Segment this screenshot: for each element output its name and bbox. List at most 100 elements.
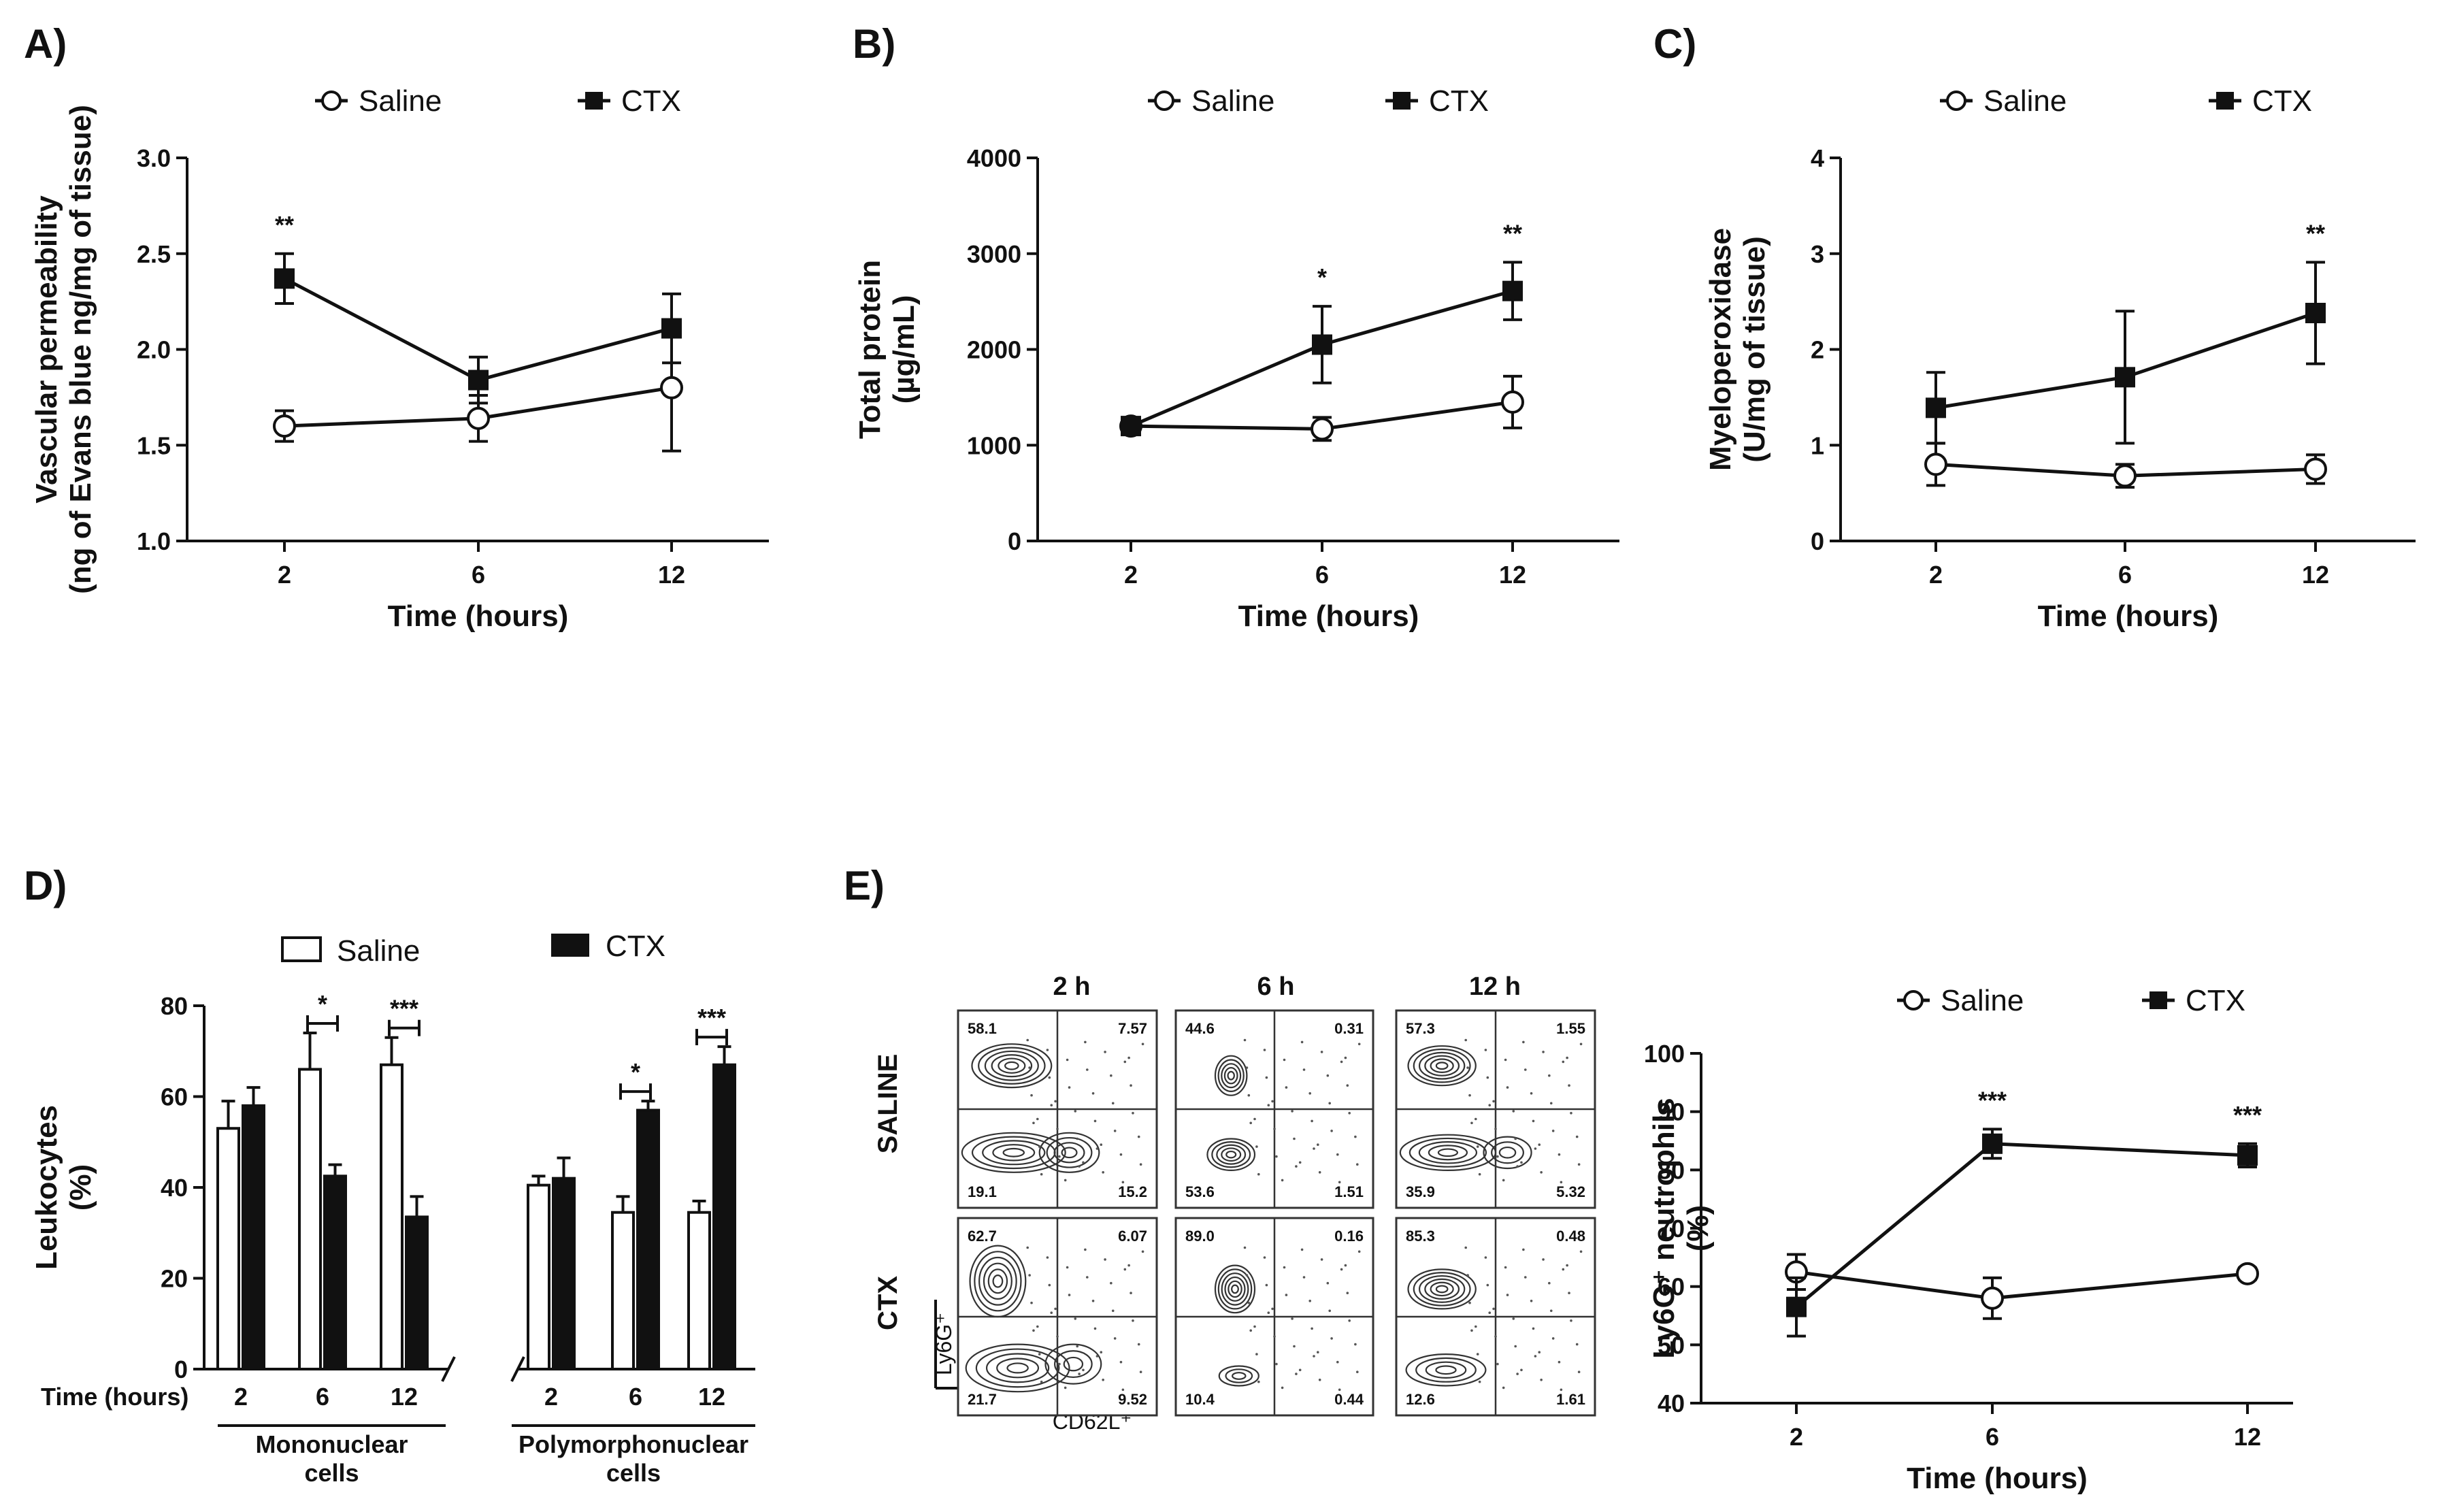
event-dot [1354,1343,1357,1346]
event-dot [1476,1145,1479,1148]
panel-label-c: C) [1653,21,1696,67]
event-dot [1534,1355,1537,1358]
contour-line [1221,1063,1242,1089]
event-dot [1494,1128,1497,1130]
contour-line [985,1353,1050,1383]
quadrant-value-ll: 10.4 [1185,1391,1215,1408]
y-tick-label: 90 [1658,1098,1685,1126]
event-dot [1091,1092,1095,1095]
contour-line [1435,1365,1457,1375]
bar-saline [611,1211,635,1371]
flow-col-6h: 6 h [1257,972,1295,1001]
event-dot [1470,1329,1473,1332]
contour-line [1413,1272,1471,1306]
data-point [2237,1145,2258,1166]
event-dot [1091,1300,1095,1302]
event-dot [1130,1292,1132,1294]
bar-saline [687,1211,711,1371]
event-dot [1570,1112,1572,1115]
event-dot [1257,1380,1260,1383]
x-axis-title: Time (hours) [2038,599,2219,633]
event-dot [1040,1380,1043,1383]
y-tick-label: 2 [1811,336,1824,364]
chart-B: 0 1000 2000 3000 4000 2 6 12 Time (hours) Total p… [853,84,1619,633]
y-tick-label: 4 [1811,144,1824,172]
series-saline [1119,374,1524,442]
legend-ctx-marker [2216,92,2234,110]
event-dot [1308,1300,1311,1302]
y-tick-label: 100 [1644,1040,1685,1068]
event-dot [1048,1076,1051,1079]
x-tick-label: 12 [698,1383,725,1411]
event-dot [1054,1100,1057,1103]
event-dot [1326,1281,1330,1285]
event-dot [1344,1056,1347,1059]
event-dot [1132,1319,1134,1322]
y-tick-label: 1.0 [137,527,171,555]
contour-line [978,1047,1046,1085]
event-dot [1271,1307,1274,1311]
y-tick-label: 60 [161,1083,188,1111]
event-dot [1263,1049,1266,1051]
y-tick-label: 2000 [967,336,1021,364]
contour-line [1214,1055,1248,1096]
event-dot [1030,1301,1033,1304]
contour-line [1430,1281,1454,1297]
event-dot [1050,1311,1053,1314]
event-dot [1514,1345,1517,1348]
x-axis-title: Time (hours) [1238,599,1419,633]
x-tick-label: 12 [2234,1423,2261,1451]
legend-saline-marker [1154,91,1174,111]
event-dot [1558,1153,1561,1156]
contour-line [1483,1136,1532,1170]
event-dot [1579,1042,1583,1046]
contour-line [1415,1357,1477,1383]
legend-ctx-label: CTX [606,930,665,963]
contour-line [1004,1061,1019,1070]
quadrant-value-lr: 5.32 [1556,1183,1585,1200]
y-axis-title: Vascular permeability [30,195,63,504]
significance-marker: *** [2233,1101,2262,1129]
contour-plot: 85.3 0.48 12.6 1.61 [1395,1217,1596,1417]
event-dot [1326,1074,1330,1077]
legend-ctx-marker [1393,92,1411,110]
legend-saline-marker [1946,91,1966,111]
event-dot [1119,1360,1123,1364]
event-dot [1036,1325,1039,1328]
group-label: cells [606,1459,661,1487]
data-point [273,414,296,438]
x-tick-label: 2 [1124,561,1138,589]
contour-line [974,1251,1022,1312]
flow-col-12h: 12 h [1469,972,1521,1001]
event-dot [1102,1171,1104,1174]
y-axis-title: Myeloperoxidase [1704,228,1737,471]
event-dot [1494,1335,1497,1338]
event-dot [1074,1110,1077,1113]
event-dot [1348,1319,1351,1322]
event-dot [1084,1248,1087,1251]
event-dot [1540,1171,1543,1174]
quadrant-value-ll: 35.9 [1406,1183,1435,1200]
contour-plot: 57.3 1.55 35.9 5.32 [1395,1009,1596,1209]
event-dot [1524,1068,1527,1071]
y-axis-title: (U/mg of tissue) [1738,236,1771,462]
bar-saline [380,1063,403,1371]
event-dot [1028,1066,1031,1069]
contour-line [1225,1368,1253,1383]
event-dot [1568,1084,1570,1087]
event-dot [1328,1309,1331,1313]
event-dot [1100,1143,1103,1146]
event-dot [1285,1294,1288,1296]
event-dot [1068,1086,1071,1089]
quadrant-value-ll: 21.7 [968,1391,997,1408]
event-dot [1311,1119,1313,1123]
event-dot [1560,1181,1563,1184]
event-dot [1551,1337,1555,1340]
group-label: Polymorphonuclear [518,1430,748,1458]
event-dot [1575,1135,1579,1138]
contour-line [1231,1284,1239,1294]
event-dot [1139,1370,1142,1373]
event-dot [1110,1074,1113,1077]
x-tick-label: 6 [2118,561,2132,589]
